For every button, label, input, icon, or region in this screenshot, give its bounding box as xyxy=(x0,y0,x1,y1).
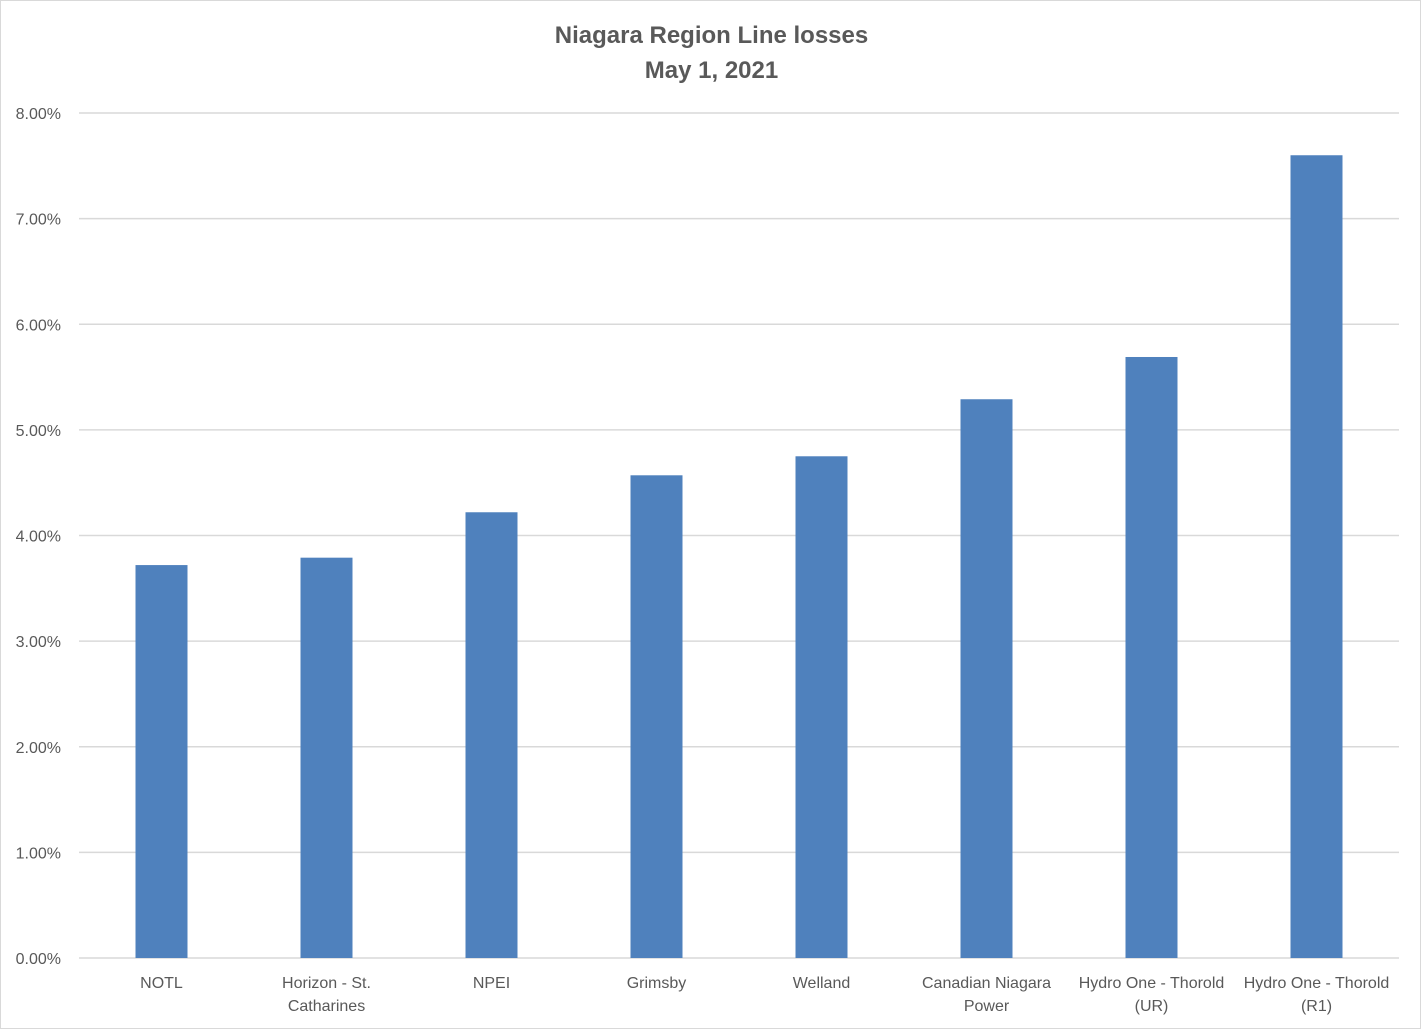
bar xyxy=(135,565,188,958)
gridlines xyxy=(79,112,1399,959)
y-tick-label: 4.00% xyxy=(16,529,61,546)
chart-title: Niagara Region Line losses xyxy=(554,22,869,49)
bar xyxy=(795,456,848,958)
x-tick-label: (UR) xyxy=(1135,998,1169,1015)
y-tick-label: 8.00% xyxy=(16,106,61,123)
x-tick-label: Canadian Niagara xyxy=(922,975,1051,992)
bar xyxy=(1125,356,1178,958)
y-tick-label: 6.00% xyxy=(16,317,61,334)
bar xyxy=(960,399,1013,958)
x-tick-label: Catharines xyxy=(288,998,365,1015)
x-tick-label: (R1) xyxy=(1301,998,1332,1015)
chart-subtitle: May 1, 2021 xyxy=(644,57,779,84)
y-tick-label: 5.00% xyxy=(16,423,61,440)
y-tick-label: 7.00% xyxy=(16,212,61,229)
x-tick-label: Horizon - St. xyxy=(282,975,371,992)
x-axis-category-labels: NOTL Horizon - St. Catharines NPEI Grimsby We… xyxy=(140,975,1389,1015)
bars xyxy=(135,155,1343,958)
y-tick-label: 0.00% xyxy=(16,951,61,968)
bar xyxy=(300,557,353,958)
x-tick-label: Hydro One - Thorold xyxy=(1079,975,1225,992)
x-tick-label: Hydro One - Thorold xyxy=(1244,975,1390,992)
x-tick-label: Grimsby xyxy=(627,975,687,992)
y-axis-tick-labels: 0.00% 1.00% 2.00% 3.00% 4.00% 5.00% 6.00% 7.00%… xyxy=(16,106,61,968)
x-tick-label: Power xyxy=(964,998,1010,1015)
bar xyxy=(1290,155,1343,958)
bar xyxy=(630,475,683,958)
x-tick-label: NOTL xyxy=(140,975,183,992)
y-tick-label: 3.00% xyxy=(16,634,61,651)
bar xyxy=(465,512,518,958)
y-tick-label: 2.00% xyxy=(16,740,61,757)
y-tick-label: 1.00% xyxy=(16,845,61,862)
x-tick-label: NPEI xyxy=(473,975,510,992)
chart-title-block: Niagara Region Line losses May 1, 2021 xyxy=(0,18,1423,88)
x-tick-label: Welland xyxy=(793,975,851,992)
